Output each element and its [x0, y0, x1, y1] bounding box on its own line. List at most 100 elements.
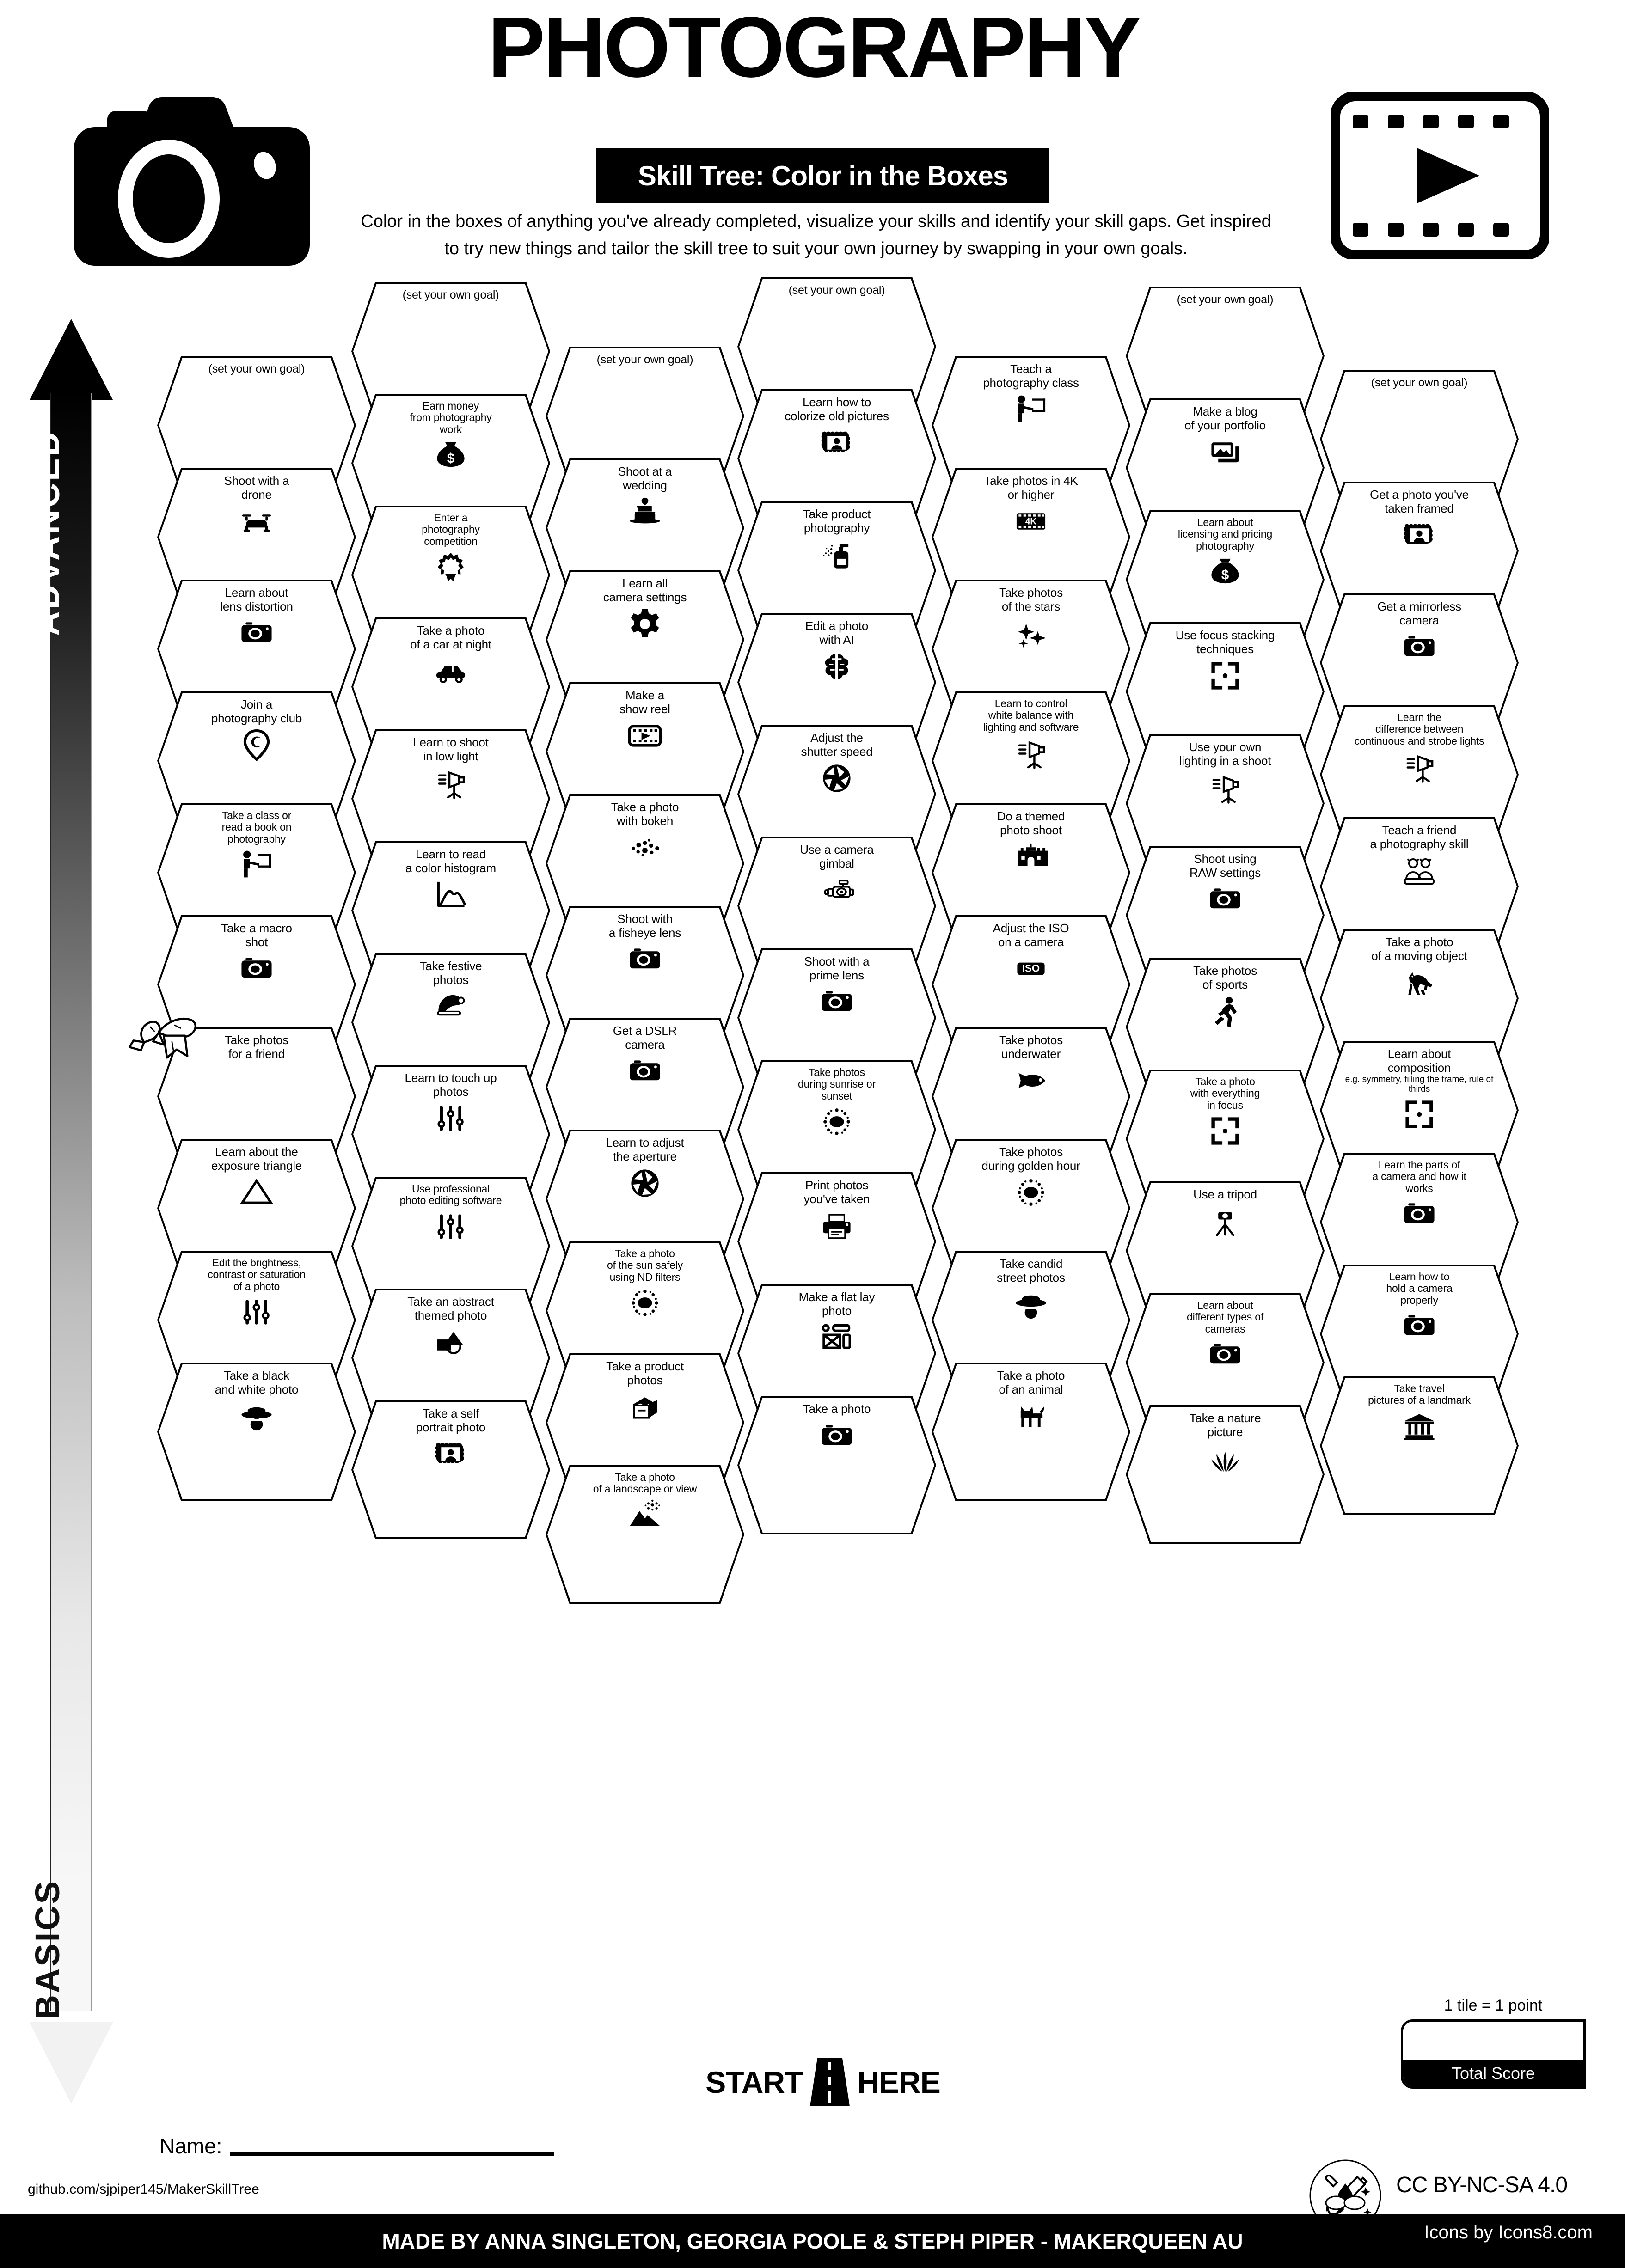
- skill-tile-sublabel: e.g. symmetry, filling the frame, rule o…: [1345, 1075, 1494, 1094]
- github-link[interactable]: github.com/sjpiper145/MakerSkillTree: [28, 2182, 259, 2197]
- hex-content: Take a photo: [737, 1396, 936, 1534]
- svg-text:$: $: [447, 451, 455, 466]
- mountain-icon: [628, 1498, 662, 1532]
- detective-hat-icon: [1014, 1287, 1048, 1321]
- skill-tile-label: Enter a photography competition: [422, 512, 480, 547]
- skill-tile-label: Take a black and white photo: [215, 1369, 299, 1396]
- skill-tile[interactable]: Take a photo of an animal: [932, 1363, 1130, 1501]
- hex-content: Shoot with a fisheye lens: [546, 906, 744, 1045]
- skill-tile-label: Use your own lighting in a shoot: [1179, 740, 1271, 768]
- aperture-icon: [628, 1166, 662, 1200]
- hex-fill[interactable]: [739, 1398, 934, 1533]
- santa-hat-icon: [434, 990, 468, 1024]
- hex-content: Take travel pictures of a landmark: [1320, 1376, 1519, 1515]
- hex-fill[interactable]: [547, 1467, 742, 1602]
- car-icon: [434, 654, 468, 688]
- hex-content: Make a show reel: [546, 682, 744, 821]
- skill-tile-label: Take photos of sports: [1193, 964, 1257, 991]
- dog-icon: [1014, 1399, 1048, 1433]
- hex-content: Learn the difference between continuous …: [1320, 705, 1519, 844]
- camera-icon: [1402, 1197, 1436, 1231]
- skill-tile-label: Take a photo with everything in focus: [1190, 1076, 1260, 1111]
- hex-content: Learn to read a color histogram: [351, 841, 550, 980]
- hex-content: Do a themed photo shoot: [932, 803, 1130, 942]
- hex-content: (set your own goal): [546, 347, 744, 485]
- studio-light-icon: [1208, 770, 1242, 805]
- runner-icon: [1208, 994, 1242, 1028]
- hex-content: Use a tripod: [1126, 1181, 1325, 1320]
- skill-tile-label: Shoot at a wedding: [618, 465, 672, 492]
- hex-content: Use your own lighting in a shoot: [1126, 734, 1325, 873]
- hex-content: Take product photography: [737, 501, 936, 640]
- skill-tile-label: Make a blog of your portfolio: [1184, 404, 1266, 432]
- skill-tile-label: Take a photo of the sun safely using ND …: [607, 1247, 683, 1283]
- sliders-icon: [239, 1295, 274, 1329]
- tripod-icon: [1208, 1204, 1242, 1239]
- sliders-icon: [434, 1101, 468, 1136]
- hex-content: Take photos in 4K or higher 4K: [932, 468, 1130, 606]
- start-label: START: [705, 2065, 803, 2099]
- skill-tile[interactable]: Take travel pictures of a landmark: [1320, 1376, 1519, 1515]
- here-label: HERE: [857, 2065, 940, 2099]
- focus-brackets-icon: [1208, 1114, 1242, 1148]
- skill-tile-label: (set your own goal): [1371, 376, 1468, 389]
- license-text: CC BY-NC-SA 4.0: [1396, 2173, 1568, 2197]
- hex-content: Take a photo of a car at night: [351, 617, 550, 756]
- skill-tile[interactable]: Take a photo of a landscape or view: [546, 1465, 744, 1604]
- skill-tile-label: (set your own goal): [596, 353, 693, 366]
- hex-content: Take a photo of an animal: [932, 1363, 1130, 1501]
- printer-icon: [820, 1209, 854, 1243]
- skill-tile-label: Do a themed photo shoot: [997, 809, 1065, 837]
- svg-text:ISO: ISO: [1022, 963, 1040, 974]
- hex-content: Adjust the shutter speed: [737, 725, 936, 863]
- name-field-row[interactable]: Name:: [159, 2126, 668, 2158]
- skill-tile-label: Shoot with a drone: [224, 474, 289, 501]
- skill-tile-label: Learn the parts of a camera and how it w…: [1372, 1159, 1466, 1194]
- name-input-line[interactable]: [230, 2150, 554, 2156]
- brain-icon: [820, 649, 854, 684]
- focus-brackets-icon: [1208, 659, 1242, 693]
- hex-fill[interactable]: [1128, 1407, 1323, 1542]
- hex-content: Edit the brightness, contrast or saturat…: [157, 1251, 356, 1389]
- hex-content: Take a black and white photo: [157, 1363, 356, 1501]
- iso-icon: ISO: [1014, 952, 1048, 986]
- skill-tile-label: Learn about different types of cameras: [1186, 1299, 1264, 1335]
- skill-tile-label: Take a self portrait photo: [416, 1406, 486, 1434]
- hex-content: Earn money from photography work $: [351, 394, 550, 532]
- skill-tile[interactable]: Take a nature picture: [1126, 1405, 1325, 1544]
- skill-tile-label: Learn how to hold a camera properly: [1386, 1271, 1453, 1306]
- skill-tile-label: (set your own goal): [402, 288, 499, 301]
- skill-tile[interactable]: Take a self portrait photo: [351, 1400, 550, 1539]
- skill-tile-label: Take photos during golden hour: [981, 1145, 1080, 1173]
- hex-content: Learn to shoot in low light: [351, 729, 550, 868]
- hex-content: Take photos during golden hour: [932, 1139, 1130, 1278]
- total-score-box[interactable]: Total Score: [1401, 2019, 1586, 2089]
- hex-fill[interactable]: [1322, 1378, 1517, 1513]
- skill-tile-label: Earn money from photography work: [410, 400, 492, 435]
- page-title: PHOTOGRAPHY: [488, 0, 1141, 95]
- hex-content: Take a photo with bokeh: [546, 794, 744, 933]
- skill-tile-label: Shoot using RAW settings: [1189, 852, 1261, 880]
- teacher-board-icon: [239, 848, 274, 882]
- hex-fill[interactable]: [353, 1402, 548, 1537]
- skill-tile-label: (set your own goal): [788, 284, 885, 297]
- hex-content: Take a class or read a book on photograp…: [157, 803, 356, 942]
- intro-paragraph: Color in the boxes of anything you've al…: [361, 212, 1271, 258]
- hex-content: Shoot with a drone: [157, 468, 356, 606]
- hex-content: Take a photo of the sun safely using ND …: [546, 1241, 744, 1380]
- fish-icon: [1014, 1064, 1048, 1098]
- score-value-field[interactable]: [1403, 2022, 1583, 2060]
- skill-tile-label: Use a tripod: [1193, 1187, 1257, 1201]
- skill-tile[interactable]: Take a photo: [737, 1396, 936, 1534]
- hex-content: Learn all camera settings: [546, 570, 744, 709]
- skill-tile-label: Shoot with a prime lens: [804, 954, 870, 982]
- hex-content: Make a blog of your portfolio: [1126, 398, 1325, 537]
- skill-tile[interactable]: Get a DSLR camera: [546, 1018, 744, 1156]
- skill-tile[interactable]: Teach a photography class: [932, 356, 1130, 495]
- skill-tile-label: Learn about lens distortion: [220, 586, 293, 613]
- skill-tile[interactable]: Take a black and white photo: [157, 1363, 356, 1501]
- sun-icon: [1014, 1175, 1048, 1210]
- hex-fill[interactable]: [159, 1364, 354, 1499]
- sun-icon: [820, 1105, 854, 1139]
- hex-fill[interactable]: [933, 1364, 1128, 1499]
